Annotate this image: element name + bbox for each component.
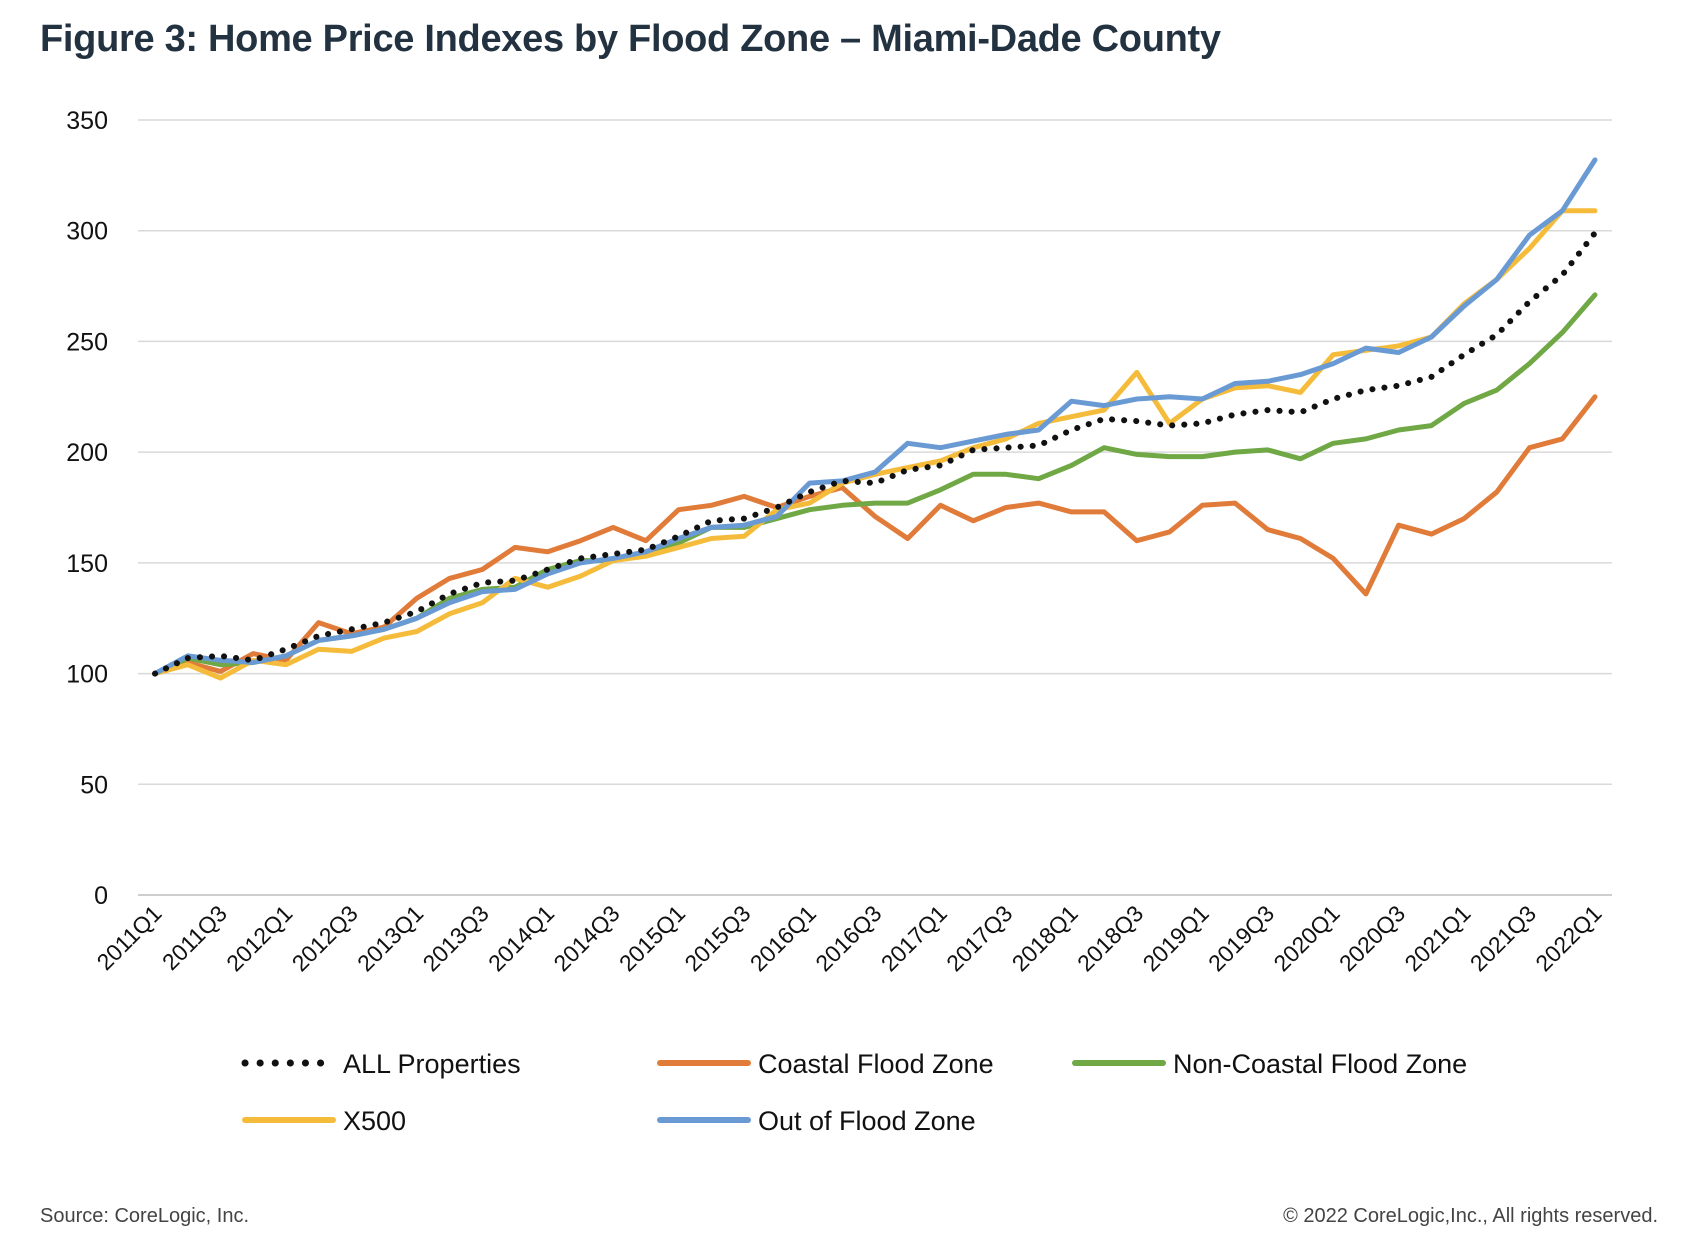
x-tick-label: 2013Q1 [352,900,428,976]
legend: ALL Properties Coastal Flood Zone Non-Coas… [241,1049,1467,1136]
x-tick-label: 2016Q3 [810,900,886,976]
y-tick-label: 100 [66,661,108,689]
x-tick-label: 2018Q3 [1072,900,1148,976]
x-tick-label: 2022Q1 [1530,900,1606,976]
series-line-all-properties [152,229,1598,677]
y-tick-label: 350 [66,107,108,135]
x-tick-label: 2011Q3 [157,900,232,975]
x-tick-label: 2020Q1 [1268,900,1344,976]
x-tick-label: 2015Q1 [614,900,690,976]
x-tick-label: 2012Q3 [287,900,363,976]
x-tick-label: 2017Q1 [876,900,952,976]
y-tick-label: 200 [66,439,108,467]
y-axis-ticks: 0 50 100 150 200 250 300 350 [66,107,108,910]
x-tick-label: 2012Q1 [221,900,297,976]
y-tick-label: 250 [66,328,108,356]
legend-label-non-coastal-flood-zone: Non-Coastal Flood Zone [1173,1049,1467,1079]
series-line-coastal-flood-zone [152,394,1598,677]
x-tick-label: 2020Q3 [1334,900,1410,976]
series-line-x500 [152,208,1598,681]
x-tick-label: 2015Q3 [679,900,755,976]
x-tick-label: 2016Q1 [745,900,821,976]
source-note: Source: CoreLogic, Inc. [40,1205,249,1227]
y-tick-label: 300 [66,218,108,246]
legend-label-x500: X500 [343,1106,406,1136]
legend-label-out-of-flood-zone: Out of Flood Zone [758,1106,976,1136]
x-tick-label: 2021Q1 [1399,900,1475,976]
x-tick-label: 2017Q3 [941,900,1017,976]
legend-label-all-properties: ALL Properties [343,1049,521,1079]
y-tick-label: 50 [80,771,108,799]
x-tick-label: 2014Q1 [483,900,559,976]
chart-title: Figure 3: Home Price Indexes by Flood Zo… [40,18,1221,60]
x-tick-label: 2011Q1 [91,900,166,975]
x-tick-label: 2013Q3 [418,900,494,976]
gridlines [138,119,1612,896]
series-line-out-of-flood-zone [152,157,1598,677]
series-lines [152,157,1598,681]
y-tick-label: 0 [94,882,108,910]
x-tick-label: 2018Q1 [1007,900,1083,976]
x-tick-label: 2019Q3 [1203,900,1279,976]
x-axis-ticks: 2011Q12011Q32012Q12012Q32013Q12013Q32014… [91,900,1606,976]
legend-label-coastal-flood-zone: Coastal Flood Zone [758,1049,994,1079]
copyright-note: © 2022 CoreLogic,Inc., All rights reserv… [1283,1205,1658,1227]
y-tick-label: 150 [66,550,108,578]
x-tick-label: 2021Q3 [1465,900,1541,976]
x-tick-label: 2014Q3 [548,900,624,976]
x-tick-label: 2019Q1 [1138,900,1214,976]
